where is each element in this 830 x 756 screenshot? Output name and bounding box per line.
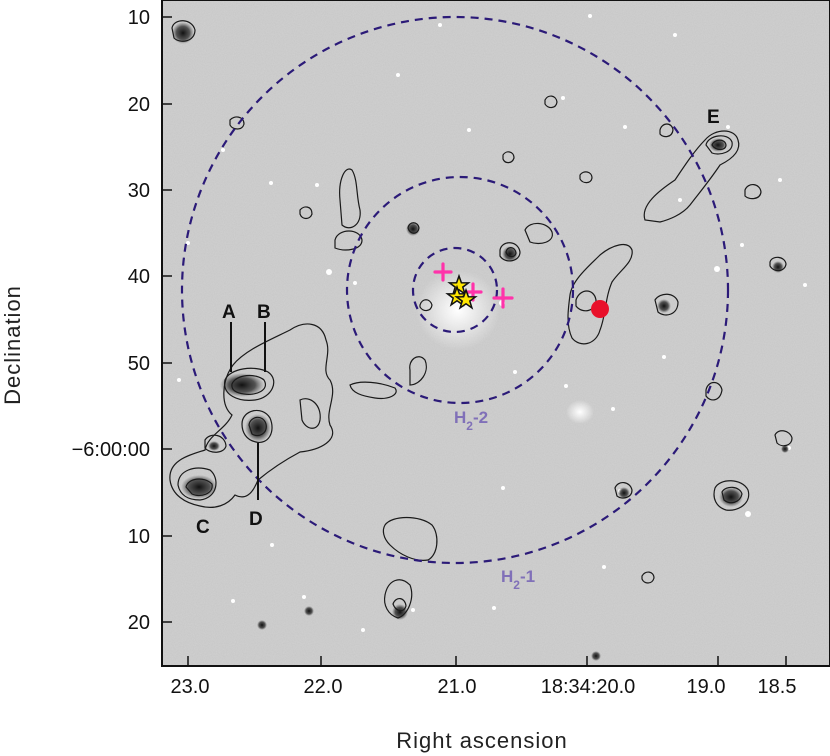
cross-marker bbox=[433, 262, 453, 282]
label-source-a: A bbox=[222, 302, 236, 323]
ring-outer bbox=[180, 15, 730, 565]
red-marker bbox=[591, 300, 609, 318]
x-tick-label: 18:34:20.0 bbox=[541, 676, 636, 698]
x-tick-label: 19.0 bbox=[687, 676, 726, 698]
label-source-e: E bbox=[707, 107, 720, 128]
star-marker bbox=[454, 287, 478, 310]
y-tick-label: −6:00:00 bbox=[72, 439, 150, 461]
x-tick-label: 18.5 bbox=[758, 676, 797, 698]
cross-markers bbox=[433, 262, 514, 309]
y-tick-label: 30 bbox=[128, 180, 150, 202]
label-source-d: D bbox=[249, 509, 263, 530]
cross-marker bbox=[492, 287, 514, 309]
x-ticks bbox=[187, 656, 787, 666]
y-tick-label: 10 bbox=[128, 7, 150, 29]
label-ring-h2-2: H2-2 bbox=[454, 408, 488, 433]
ring-inner bbox=[411, 246, 499, 334]
contours bbox=[169, 20, 793, 619]
star-markers bbox=[445, 273, 478, 310]
label-source-c: C bbox=[196, 517, 210, 538]
y-tick-label: 40 bbox=[128, 266, 150, 288]
ring-middle bbox=[345, 175, 575, 405]
x-tick-labels: 23.0 22.0 21.0 18:34:20.0 19.0 18.5 bbox=[171, 676, 797, 698]
central-glow bbox=[416, 270, 500, 350]
y-tick-label: 50 bbox=[128, 353, 150, 375]
x-tick-label: 23.0 bbox=[171, 676, 210, 698]
background-stars bbox=[177, 14, 807, 632]
y-ticks bbox=[162, 16, 172, 623]
x-tick-label: 22.0 bbox=[304, 676, 343, 698]
x-tick-label: 21.0 bbox=[438, 676, 477, 698]
y-tick-label: 20 bbox=[128, 612, 150, 634]
star-marker bbox=[447, 273, 471, 296]
label-ring-h2-1: H2-1 bbox=[501, 567, 535, 592]
y-tick-label: 10 bbox=[128, 526, 150, 548]
label-source-b: B bbox=[257, 302, 271, 323]
x-axis-title: Right ascension bbox=[396, 728, 568, 753]
y-axis-title: Declination bbox=[0, 285, 25, 405]
y-tick-label: 20 bbox=[128, 94, 150, 116]
label-leaders bbox=[230, 322, 266, 500]
aperture-rings bbox=[180, 15, 730, 565]
image-panel: A B C D E H2-2 H2-1 bbox=[162, 0, 830, 666]
plot-frame bbox=[161, 0, 830, 667]
y-tick-labels: 10 20 30 40 50 −6:00:00 10 20 bbox=[72, 7, 150, 634]
